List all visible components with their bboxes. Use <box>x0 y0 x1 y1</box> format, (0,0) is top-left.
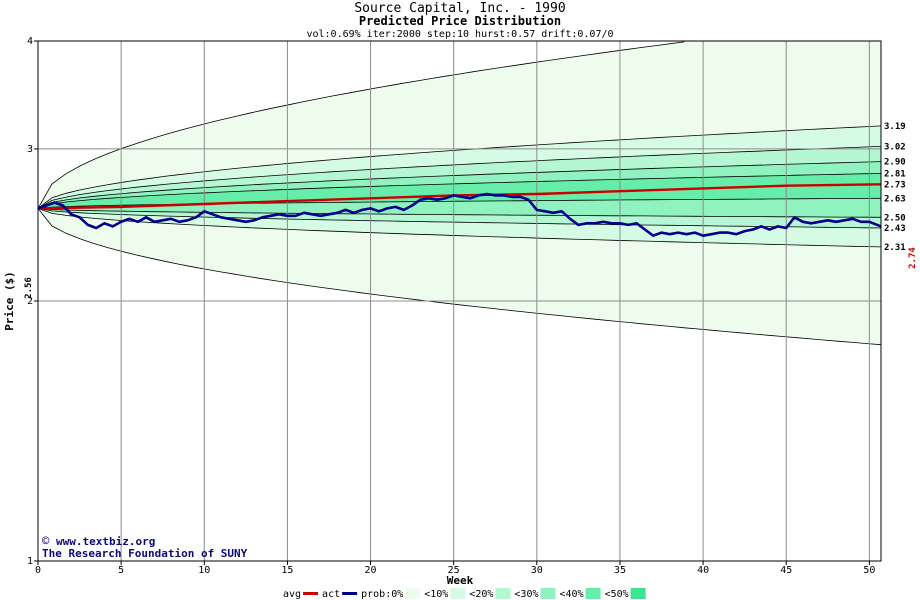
x-tick-label: 50 <box>863 565 875 576</box>
percentile-label: 2.81 <box>884 169 906 179</box>
x-tick-label: 25 <box>448 565 460 576</box>
legend-swatch <box>405 588 421 599</box>
x-tick-label: 30 <box>531 565 543 576</box>
legend: avg act prob:0% <10% <20% <30% <40% <50% <box>283 588 646 600</box>
y-tick-label: 2 <box>27 296 33 307</box>
percentile-label: 3.02 <box>884 142 906 152</box>
band-upper-edge-40 <box>38 161 881 209</box>
x-tick-label: 0 <box>35 565 41 576</box>
axis-ticks: 0 5 10 15 20 25 30 35 40 45 50 1 2 3 4 3.19 3.02 2.902.81… <box>27 36 906 576</box>
legend-label: <50% <box>605 589 629 600</box>
percentile-label: 2.43 <box>884 224 906 234</box>
band-lower-edge-40 <box>38 208 881 218</box>
y-tick-label: 1 <box>27 556 33 567</box>
legend-swatch <box>495 588 511 599</box>
legend-label: <30% <box>514 589 538 600</box>
percentile-label: 2.63 <box>884 194 906 204</box>
legend-swatch-act <box>342 592 358 595</box>
legend-label: <40% <box>560 589 584 600</box>
legend-swatch <box>630 588 646 599</box>
start-price-label: 2.56 <box>24 277 34 299</box>
credits: © www.textbiz.org The Research Foundatio… <box>42 534 248 560</box>
band-lower-edge-10 <box>38 208 881 346</box>
band-upper-edge-20 <box>38 125 881 209</box>
legend-label: prob:0% <box>361 589 403 600</box>
percentile-label: 2.31 <box>884 243 906 253</box>
legend-swatch <box>585 588 601 599</box>
x-tick-label: 40 <box>697 565 709 576</box>
credit-org: The Research Foundation of SUNY <box>42 547 248 560</box>
percentile-label: 2.50 <box>884 213 906 223</box>
x-tick-label: 35 <box>614 565 626 576</box>
legend-label: <10% <box>424 589 448 600</box>
x-tick-label: 45 <box>780 565 792 576</box>
x-tick-label: 5 <box>118 565 124 576</box>
band-upper-edge-10 <box>38 41 685 209</box>
legend-swatch-avg <box>303 592 319 595</box>
x-axis-label: Week <box>447 574 474 587</box>
band-lower-edge-30 <box>38 208 881 229</box>
chart-subtitle: Predicted Price Distribution <box>359 14 561 28</box>
end-actual-price-label: 2.74 <box>908 247 918 269</box>
y-tick-label: 4 <box>27 36 33 47</box>
legend-label: avg <box>283 589 301 600</box>
band-upper-edge-50 <box>38 173 881 209</box>
x-tick-label: 10 <box>198 565 210 576</box>
percentile-label: 2.73 <box>884 180 906 190</box>
y-axis-label: Price ($) <box>3 271 16 331</box>
x-tick-label: 15 <box>281 565 293 576</box>
series-lines <box>37 183 882 237</box>
percentile-label: 3.19 <box>884 122 906 132</box>
legend-swatch <box>540 588 556 599</box>
x-tick-label: 20 <box>365 565 377 576</box>
band-fill-50 <box>38 173 881 209</box>
probability-bands <box>38 41 881 346</box>
chart-title: Source Capital, Inc. - 1990 <box>354 1 565 16</box>
legend-label: act <box>322 589 340 600</box>
legend-label: <20% <box>469 589 493 600</box>
y-tick-label: 3 <box>27 144 33 155</box>
legend-swatch <box>450 588 466 599</box>
band-upper-edge-30 <box>38 146 881 209</box>
simulation-params: vol:0.69% iter:2000 step:10 hurst:0.57 d… <box>306 29 613 40</box>
percentile-label: 2.90 <box>884 158 906 168</box>
series-line-act <box>37 192 882 237</box>
credit-url: www.textbiz.org <box>56 535 155 548</box>
band-lower-edge-20 <box>38 208 881 248</box>
copyright-icon: © <box>42 534 50 548</box>
